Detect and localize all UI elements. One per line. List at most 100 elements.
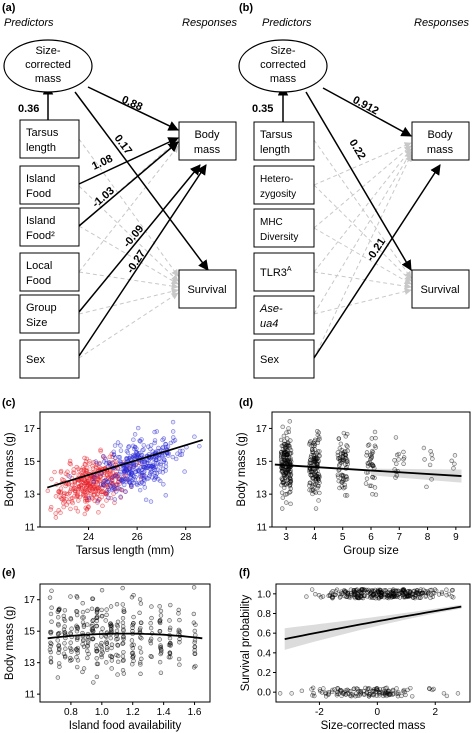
data-point	[63, 471, 69, 476]
data-point	[120, 654, 126, 659]
data-point	[56, 621, 61, 627]
data-point	[191, 620, 197, 625]
y-tick-label: 0.0	[257, 688, 271, 699]
data-point	[153, 464, 158, 470]
data-point	[446, 591, 452, 597]
data-point	[170, 419, 176, 425]
data-point	[70, 486, 76, 492]
x-axis-label: Tarsus length (mm)	[76, 545, 175, 557]
data-point	[130, 655, 135, 660]
svg-text:TLR3A: TLR3A	[260, 266, 292, 279]
data-point	[327, 593, 333, 599]
data-point	[177, 617, 182, 623]
data-point	[48, 655, 54, 661]
data-point	[68, 594, 73, 599]
data-point	[366, 587, 371, 593]
data-point	[48, 640, 53, 646]
data-point	[139, 470, 145, 476]
data-point	[86, 504, 91, 509]
data-point	[94, 607, 100, 612]
data-point	[335, 474, 341, 479]
data-point	[120, 620, 126, 626]
data-point	[339, 693, 344, 699]
data-point	[97, 478, 102, 483]
data-point	[312, 693, 317, 699]
data-point	[132, 445, 138, 450]
y-tick-label: 11	[257, 523, 268, 534]
data-point	[366, 442, 372, 447]
svg-text:length: length	[260, 144, 290, 156]
data-point	[375, 587, 381, 593]
data-point	[341, 430, 347, 436]
data-point	[160, 453, 165, 458]
coef-size-survival: 0.22	[346, 137, 367, 162]
data-point	[148, 469, 154, 474]
y-tick-label: 13	[24, 658, 36, 669]
data-point	[369, 436, 375, 441]
data-point	[444, 587, 449, 592]
data-point	[339, 457, 345, 463]
data-point	[345, 448, 350, 454]
predictor-tarsus-length: Tarsus length	[19, 119, 80, 159]
data-point	[345, 459, 350, 464]
svg-text:Food²: Food²	[26, 230, 55, 242]
data-point	[116, 454, 121, 460]
data-point	[94, 618, 100, 624]
data-point	[138, 662, 143, 667]
data-point	[117, 471, 122, 477]
data-point	[45, 488, 50, 494]
data-point	[312, 452, 318, 458]
data-point	[74, 635, 80, 641]
data-point	[131, 593, 136, 598]
data-point	[121, 634, 126, 639]
panel-c-plot: 24 26 28 11 13 15 17 Tarsus length (mm) Body mas…	[4, 411, 211, 557]
data-point	[180, 448, 185, 454]
y-axis-label: Body mass (g)	[4, 432, 16, 506]
data-point	[375, 688, 380, 693]
data-point	[111, 452, 117, 458]
data-point	[288, 501, 293, 507]
data-point	[85, 648, 90, 654]
data-point	[104, 607, 109, 612]
data-point	[430, 456, 435, 461]
data-point	[136, 480, 141, 485]
data-point	[439, 589, 445, 595]
svg-text:Group: Group	[26, 302, 57, 314]
data-point	[317, 435, 322, 440]
data-point	[281, 485, 287, 491]
data-point	[48, 611, 54, 617]
data-point	[353, 590, 358, 595]
data-point	[141, 477, 147, 482]
data-point	[48, 507, 53, 512]
data-point	[168, 654, 173, 660]
significant-paths	[277, 84, 441, 359]
data-point	[131, 437, 136, 442]
data-point	[307, 442, 312, 447]
data-point	[118, 494, 123, 499]
data-point	[89, 606, 95, 612]
data-point	[90, 627, 96, 632]
data-point	[158, 608, 164, 614]
data-point	[378, 593, 383, 598]
data-point	[280, 495, 286, 500]
trend-line	[47, 439, 203, 489]
data-point	[390, 692, 395, 697]
data-point	[280, 477, 285, 482]
data-point	[101, 453, 106, 459]
data-point	[48, 660, 54, 665]
data-point	[100, 626, 105, 631]
data-point	[315, 449, 321, 454]
data-point	[358, 594, 363, 599]
data-point	[156, 445, 161, 451]
data-point	[382, 690, 388, 696]
data-point	[312, 457, 318, 463]
data-point	[316, 483, 321, 489]
y-tick-label: 0.8	[257, 609, 271, 620]
data-point	[393, 435, 399, 440]
predictors-header: Predictors	[262, 17, 312, 29]
data-point	[416, 591, 421, 596]
y-tick-label: 11	[25, 523, 36, 534]
data-point	[94, 656, 99, 661]
data-point	[343, 688, 349, 693]
data-point	[56, 661, 62, 666]
